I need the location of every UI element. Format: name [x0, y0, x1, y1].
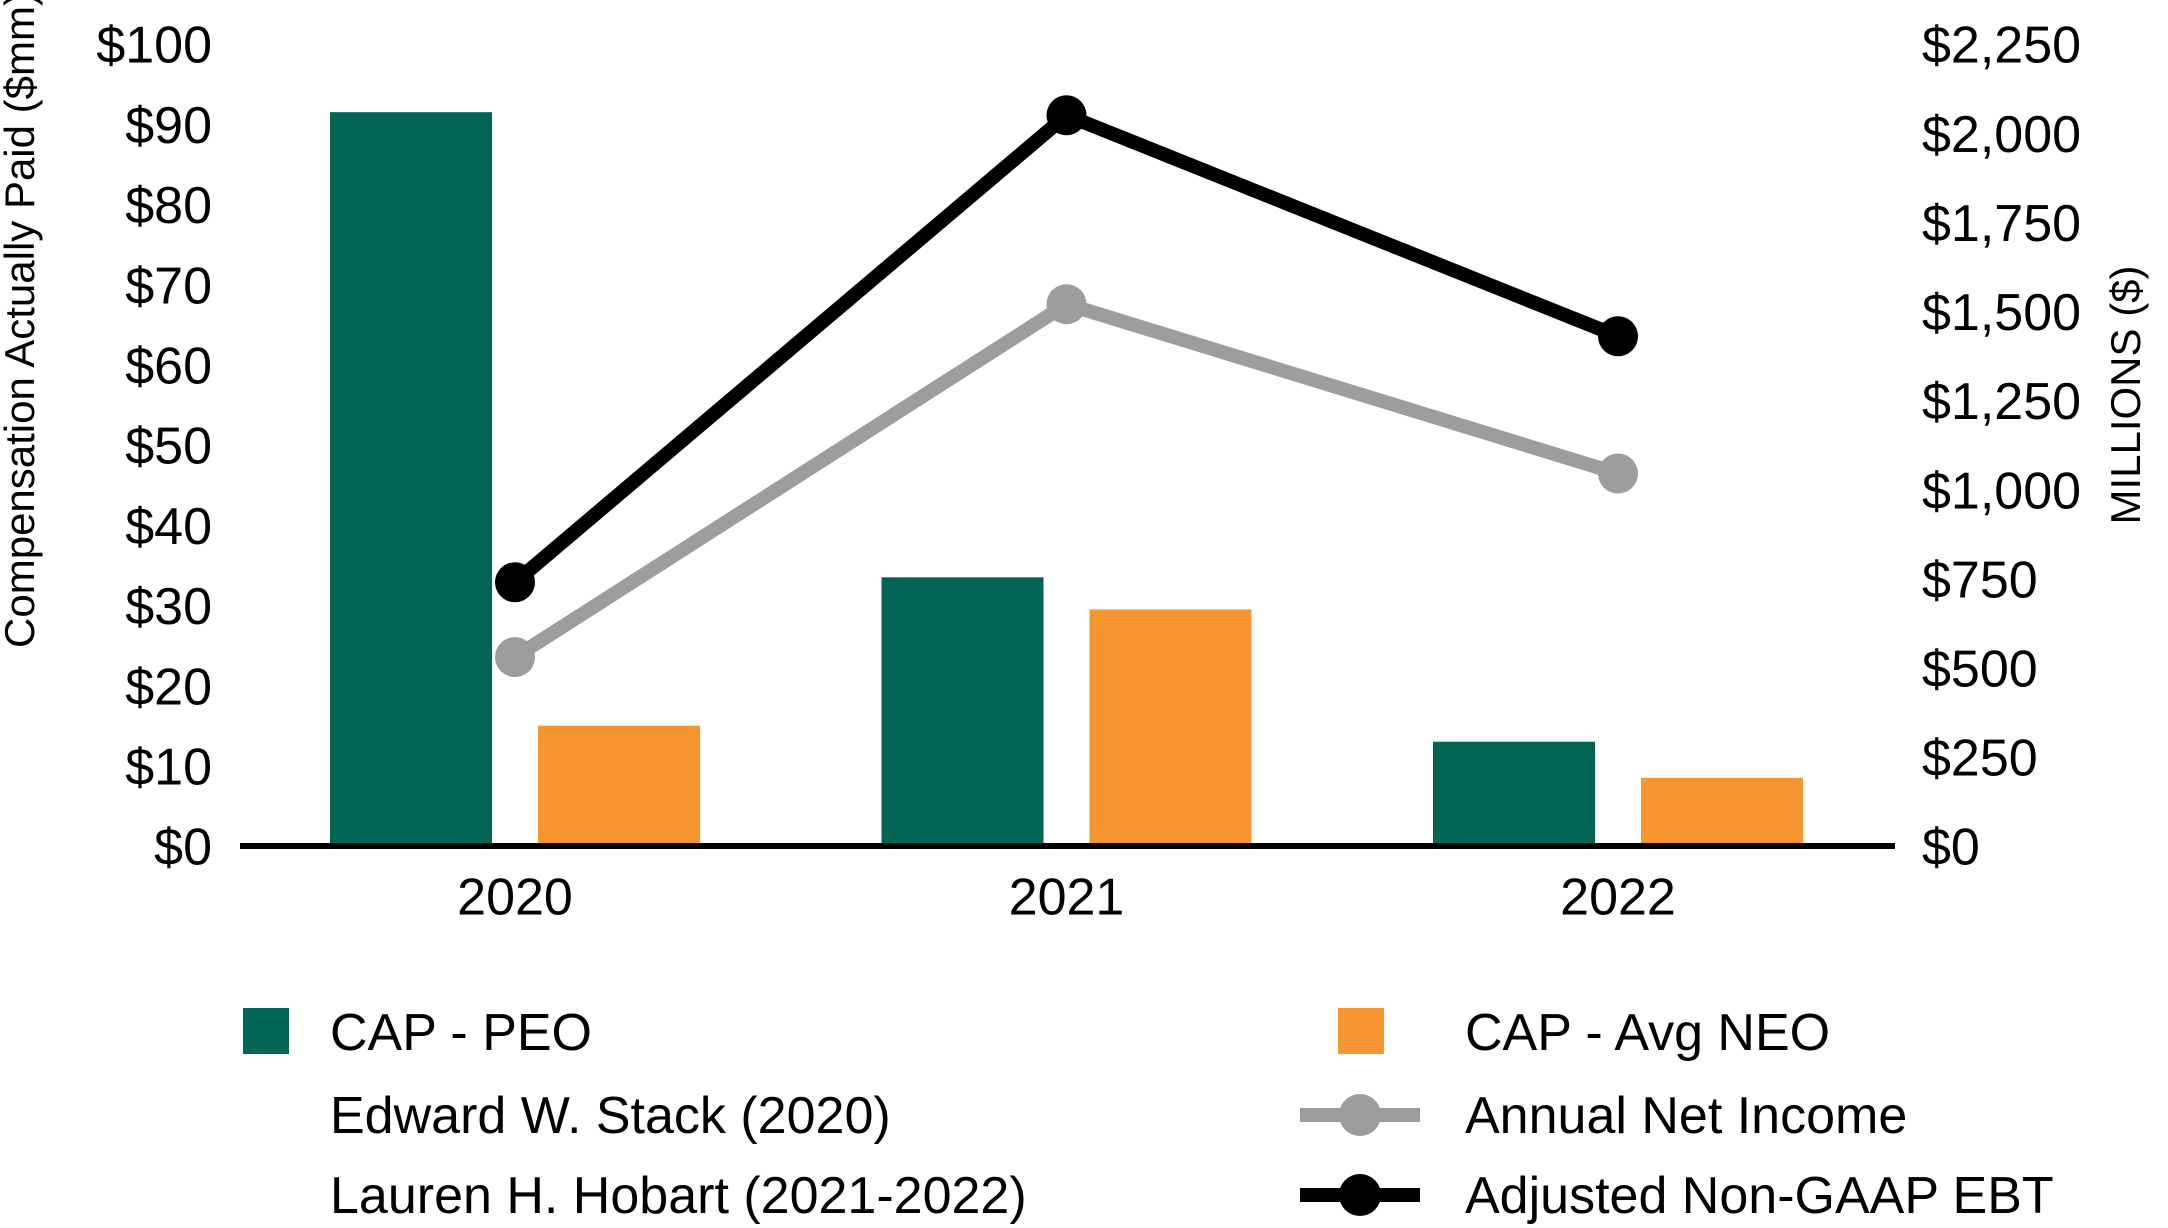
x-axis-label-2020: 2020: [457, 869, 573, 927]
right-axis-tick-1250: $1,250: [1922, 373, 2081, 431]
left-axis-tick-40: $40: [125, 498, 212, 556]
legend-swatch-cap-peo: [243, 1008, 289, 1054]
bar-cap-peo-2021: [881, 577, 1044, 846]
x-axis-label-2021: 2021: [1009, 869, 1125, 927]
right-axis-tick-2250: $2,250: [1922, 17, 2081, 75]
legend-marker-annual-net-income: [1300, 1094, 1420, 1136]
right-axis-tick-1750: $1,750: [1922, 195, 2081, 253]
point-annual-net-income-2021: [1046, 284, 1087, 325]
right-axis-tick-250: $250: [1922, 730, 2038, 788]
right-axis-tick-500: $500: [1922, 640, 2038, 698]
bar-cap-peo-2022: [1433, 741, 1595, 846]
point-adjusted-non-gaap-ebt-2021: [1046, 95, 1087, 136]
legend-note-peo-2021-2022: Lauren H. Hobart (2021-2022): [330, 1167, 1027, 1225]
point-annual-net-income-2022: [1598, 453, 1638, 494]
x-axis-label-2022: 2022: [1560, 869, 1676, 927]
legend-label-annual-net-income: Annual Net Income: [1465, 1087, 1908, 1145]
left-axis-tick-100: $100: [96, 17, 212, 75]
line-annual-net-income: [511, 296, 1621, 663]
right-axis-tick-750: $750: [1922, 551, 2038, 609]
left-axis-tick-60: $60: [125, 338, 212, 396]
legend-label-cap-avg-neo: CAP - Avg NEO: [1465, 1004, 1831, 1062]
left-axis-tick-10: $10: [125, 739, 212, 797]
legend-label-adjusted-non-gaap-ebt: Adjusted Non-GAAP EBT: [1465, 1167, 2054, 1225]
left-axis-tick-30: $30: [125, 578, 212, 636]
bar-cap-avg-neo-2021: [1089, 609, 1252, 846]
left-axis-tick-90: $90: [125, 97, 212, 155]
right-axis-tick-2000: $2,000: [1922, 106, 2081, 164]
point-adjusted-non-gaap-ebt-2022: [1598, 316, 1638, 357]
right-axis-tick-0: $0: [1922, 819, 1980, 877]
bar-cap-avg-neo-2020: [538, 725, 700, 846]
point-adjusted-non-gaap-ebt-2020: [495, 562, 535, 603]
bar-cap-avg-neo-2022: [1641, 777, 1803, 846]
left-axis-title: Compensation Actually Paid ($mm): [0, 0, 43, 648]
legend-marker-adjusted-non-gaap-ebt: [1300, 1174, 1420, 1216]
right-axis-tick-1500: $1,500: [1922, 284, 2081, 342]
left-axis-tick-50: $50: [125, 418, 212, 476]
legend-swatch-cap-avg-neo: [1338, 1008, 1384, 1054]
left-axis-tick-80: $80: [125, 177, 212, 235]
right-axis-title: MILLIONS ($): [2102, 265, 2149, 524]
plot-area: $0 $10 $20 $30 $40 $50 $60 $70 $80 $90 $100 $0 $250 $…: [96, 17, 2081, 927]
point-annual-net-income-2020: [495, 637, 535, 678]
bar-cap-peo-2020: [330, 112, 492, 847]
legend-label-cap-peo: CAP - PEO: [330, 1004, 593, 1062]
right-axis-tick-1000: $1,000: [1922, 462, 2081, 520]
legend-note-peo-2020: Edward W. Stack (2020): [330, 1087, 891, 1145]
left-axis-tick-70: $70: [125, 257, 212, 315]
left-axis-tick-0: $0: [154, 819, 212, 877]
line-adjusted-non-gaap-ebt: [510, 107, 1621, 588]
left-axis-tick-20: $20: [125, 658, 212, 716]
